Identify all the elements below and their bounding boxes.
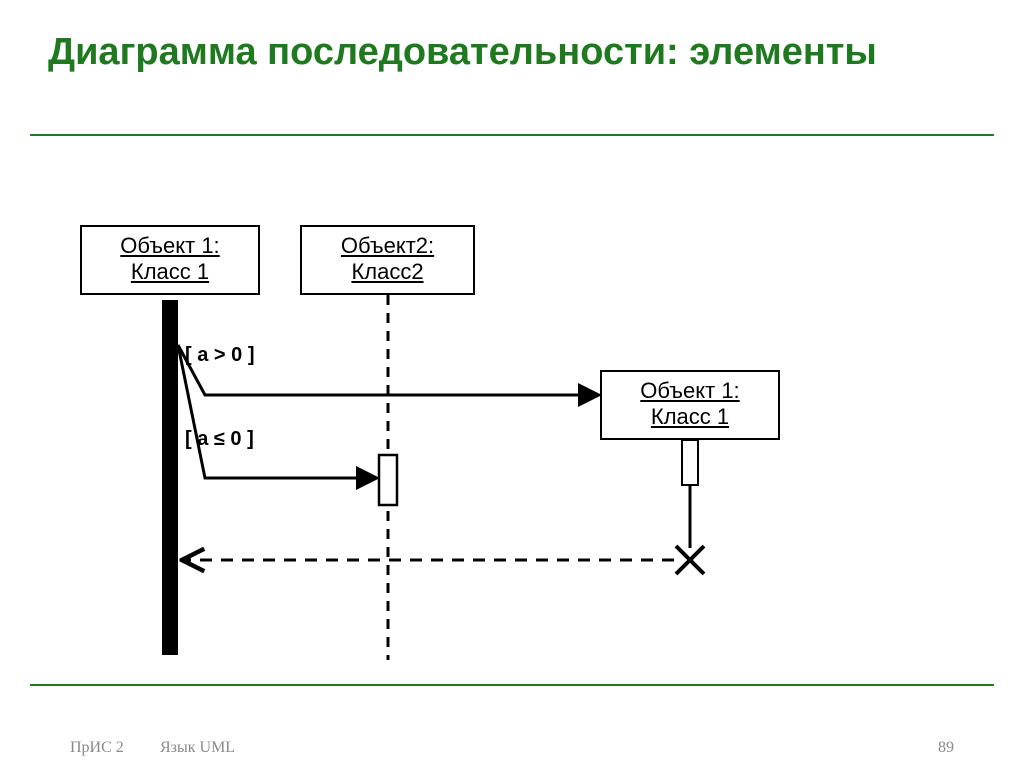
activation-obj1 xyxy=(162,300,178,655)
activation-obj3 xyxy=(682,440,698,485)
footer-page: 89 xyxy=(938,739,954,757)
slide-title: Диаграмма последовательности: элементы xyxy=(48,30,984,75)
object-box-3: Объект 1: Класс 1 xyxy=(600,370,780,440)
object2-line1: Объект2: xyxy=(341,233,434,258)
guard-2: [ a ≤ 0 ] xyxy=(185,428,254,451)
title-text: Диаграмма последовательности: элементы xyxy=(48,30,984,75)
activation-obj2 xyxy=(379,455,397,505)
object-box-1: Объект 1: Класс 1 xyxy=(80,225,260,295)
slide-rules xyxy=(0,0,1024,767)
object-box-2: Объект2: Класс2 xyxy=(300,225,475,295)
footer-mid: Язык UML xyxy=(160,739,235,757)
sequence-diagram xyxy=(0,0,1024,767)
destroy-icon xyxy=(676,546,704,574)
footer-left: ПрИС 2 xyxy=(70,739,124,757)
object2-line2: Класс2 xyxy=(351,259,423,284)
object3-line2: Класс 1 xyxy=(651,404,729,429)
guard-1: [ a > 0 ] xyxy=(185,344,254,367)
object1-line1: Объект 1: xyxy=(120,233,219,258)
object3-line1: Объект 1: xyxy=(640,378,739,403)
object1-line2: Класс 1 xyxy=(131,259,209,284)
